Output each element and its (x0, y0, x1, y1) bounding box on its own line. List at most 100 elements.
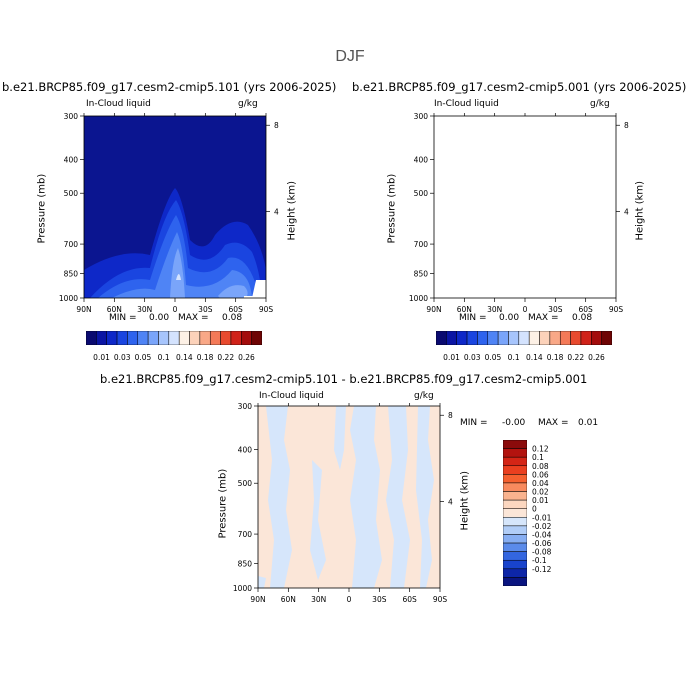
colorbar-swatch (502, 525, 528, 535)
x-tick-label: 90N (76, 305, 91, 314)
y-tick-label: 400 (238, 445, 253, 454)
x-tick-label: 60N (107, 305, 122, 314)
panel2-variable-label: In-Cloud liquid (434, 99, 499, 109)
y-tick-label: 850 (64, 269, 79, 278)
panel1-contours (84, 116, 266, 298)
colorbar-label: 0.01 (532, 496, 549, 505)
colorbar-swatch (502, 465, 528, 475)
x-tick-label: 60S (579, 305, 594, 314)
y-tick-label: 850 (238, 559, 253, 568)
colorbar-label: 0.03 (114, 353, 131, 362)
colorbar-swatch (502, 499, 528, 509)
y-tick-label: 300 (64, 112, 79, 121)
x-tick-label: 60N (281, 595, 296, 604)
panel1-variable-label: In-Cloud liquid (86, 99, 151, 109)
y2-tick-label: 4 (448, 498, 453, 507)
y-tick-label: 700 (414, 240, 429, 249)
colorbar-label: 0.22 (567, 353, 584, 362)
colorbar-label: 0.26 (238, 353, 255, 362)
colorbar-swatch (502, 542, 528, 552)
colorbar-swatch (502, 448, 528, 458)
x-tick-label: 30N (487, 305, 502, 314)
x-tick-label: 30S (198, 305, 213, 314)
panel1-max-value: 0.08 (222, 313, 243, 323)
colorbar-swatch (502, 439, 528, 449)
x-tick-label: 90S (609, 305, 624, 314)
panel1-min-label: MIN = (109, 313, 137, 323)
y-tick-label: 700 (238, 530, 253, 539)
panel2-axis-ticks: 90N 60N 30N 0 30S 60S 90S 300 400 500 700 850 1000 8 4 (409, 112, 629, 314)
colorbar-label: -0.08 (532, 548, 552, 557)
panel3-axis-ticks: 90N 60N 30N 0 30S 60S 90S 300 400 500 700 850 1000 8 4 (233, 402, 453, 604)
x-tick-label: 30N (311, 595, 326, 604)
y-tick-label: 500 (238, 479, 253, 488)
colorbar-label: 0.08 (532, 462, 549, 471)
colorbar-label: 0.18 (197, 353, 214, 362)
colorbar-label: 0.01 (93, 353, 110, 362)
colorbar-label: -0.04 (532, 530, 552, 539)
x-tick-label: 60S (229, 305, 244, 314)
y2-tick-label: 8 (624, 121, 629, 130)
panel1-min-value: 0.00 (149, 313, 170, 323)
panel2-title: b.e21.BRCP85.f09_g17.cesm2-cmip5.001 (yr… (352, 80, 687, 94)
colorbar-label: -0.06 (532, 539, 552, 548)
y-tick-label: 500 (64, 189, 79, 198)
y2-tick-label: 4 (274, 208, 279, 217)
panel2-min-label: MIN = (459, 313, 487, 323)
colorbar-swatch (502, 551, 528, 561)
colorbar-swatch (502, 568, 528, 578)
colorbar-label: 0.05 (135, 353, 152, 362)
panel3-contours (258, 406, 440, 588)
panel3-min-value: -0.00 (502, 418, 526, 428)
panel3-units-label: g/kg (414, 391, 434, 401)
y-tick-label: 700 (64, 240, 79, 249)
colorbar-label: 0.22 (217, 353, 234, 362)
colorbar-label: -0.01 (532, 513, 552, 522)
y-tick-label: 1000 (409, 294, 428, 303)
colorbar-label: 0.03 (464, 353, 481, 362)
panel3-colorbar-labels: 0.12 0.1 0.08 0.06 0.04 0.02 0.01 0 -0.01 -0.02 -0… (530, 440, 590, 586)
colorbar-swatch (502, 482, 528, 492)
colorbar-swatch (502, 474, 528, 484)
colorbar-label: 0.01 (443, 353, 460, 362)
colorbar-label: 0.05 (485, 353, 502, 362)
x-tick-label: 0 (523, 305, 528, 314)
panel2-colorbar-labels: 0.01 0.03 0.05 0.1 0.14 0.18 0.22 0.26 (436, 348, 612, 362)
y-tick-label: 300 (238, 402, 253, 411)
panel1-colorbar-labels: 0.01 0.03 0.05 0.1 0.14 0.18 0.22 0.26 (86, 348, 262, 362)
y-tick-label: 300 (414, 112, 429, 121)
colorbar-label: -0.12 (532, 565, 552, 574)
x-tick-label: 90N (250, 595, 265, 604)
panel1-colorbar (85, 330, 263, 346)
colorbar-label: -0.02 (532, 522, 552, 531)
colorbar-label: -0.1 (532, 556, 547, 565)
y-tick-label: 1000 (59, 294, 78, 303)
panel2-max-label: MAX = (528, 313, 559, 323)
colorbar-label: 0.18 (547, 353, 564, 362)
colorbar-label: 0.14 (526, 353, 543, 362)
panel2-min-value: 0.00 (499, 313, 520, 323)
panel3-colorbar (502, 439, 528, 587)
x-tick-label: 60S (403, 595, 418, 604)
colorbar-swatch (502, 491, 528, 501)
y-tick-label: 400 (414, 155, 429, 164)
y-tick-label: 400 (64, 155, 79, 164)
y-tick-label: 500 (414, 189, 429, 198)
figure-title: DJF (335, 48, 365, 65)
x-tick-label: 90S (259, 305, 274, 314)
colorbar-label: 0.1 (158, 353, 170, 362)
panel3-min-label: MIN = (460, 418, 488, 428)
panel3-title: b.e21.BRCP85.f09_g17.cesm2-cmip5.101 - b… (100, 372, 588, 386)
colorbar-label: 0.1 (508, 353, 520, 362)
panel3-max-label: MAX = (538, 418, 569, 428)
colorbar-swatch (502, 508, 528, 518)
y2-tick-label: 8 (448, 411, 453, 420)
x-tick-label: 90N (426, 305, 441, 314)
panel1-units-label: g/kg (238, 99, 258, 109)
panel1-max-label: MAX = (178, 313, 209, 323)
colorbar-label: 0.26 (588, 353, 605, 362)
x-tick-label: 0 (347, 595, 352, 604)
